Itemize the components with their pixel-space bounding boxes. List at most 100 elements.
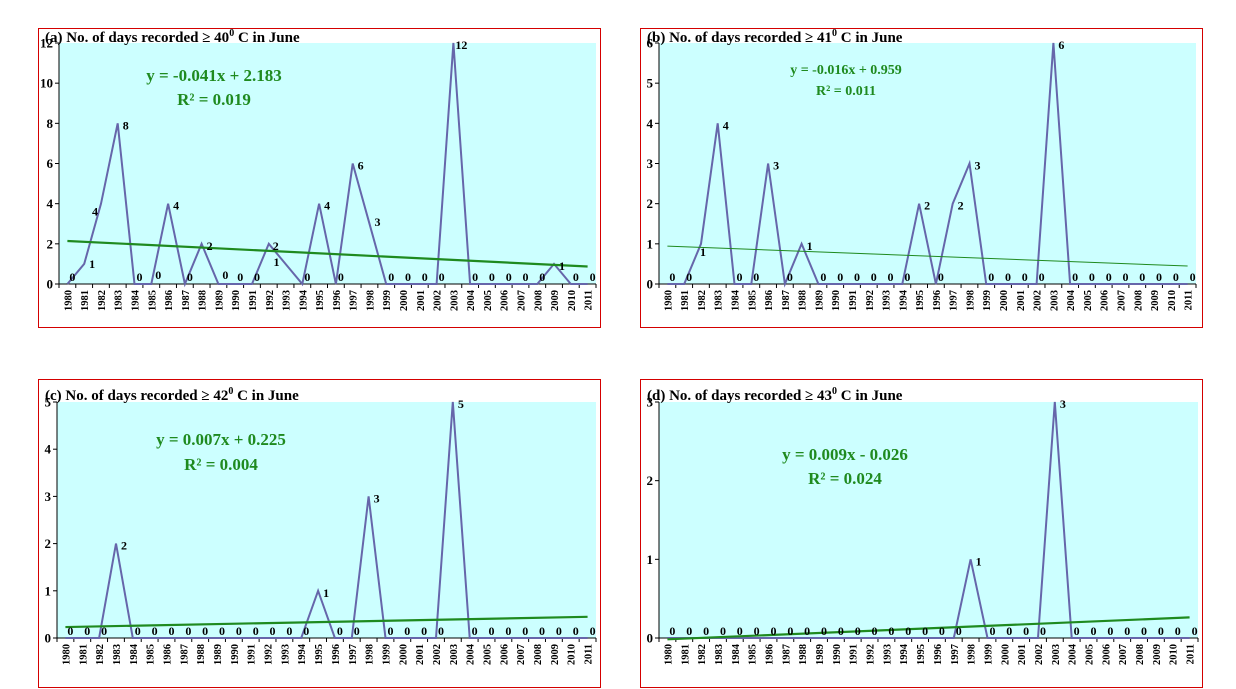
data-label: 0 — [939, 624, 945, 638]
y-tick-label: 4 — [647, 116, 654, 131]
chart-title-sup: 0 — [228, 386, 233, 397]
data-label: 0 — [506, 270, 512, 284]
data-label: 3 — [1060, 397, 1066, 411]
x-tick-label: 1997 — [348, 644, 359, 665]
x-tick-label: 1995 — [915, 290, 926, 311]
data-label: 0 — [838, 624, 844, 638]
trend-line — [65, 615, 588, 629]
y-tick-label: 1 — [45, 583, 52, 598]
x-tick-label: 2005 — [1085, 644, 1096, 665]
x-tick-label: 1996 — [331, 644, 342, 665]
data-label: 0 — [337, 624, 343, 638]
x-tick-label: 1988 — [798, 290, 809, 311]
x-tick-label: 1981 — [78, 644, 89, 665]
data-label: 0 — [905, 624, 911, 638]
trend-equation: y = 0.009x - 0.026 — [782, 445, 908, 464]
x-tick-label: 1982 — [97, 290, 108, 311]
data-label: 0 — [270, 624, 276, 638]
x-tick-label: 1989 — [213, 644, 224, 665]
data-label: 0 — [590, 270, 596, 284]
data-label: 1 — [89, 257, 95, 271]
y-tick-label: 3 — [45, 489, 52, 504]
data-label: 0 — [505, 624, 511, 638]
y-tick-label: 4 — [47, 196, 54, 211]
y-tick-label: 0 — [47, 277, 54, 292]
data-label: 0 — [669, 624, 675, 638]
data-label: 0 — [1158, 624, 1164, 638]
x-tick-label: 1995 — [916, 644, 927, 665]
data-label: 0 — [185, 624, 191, 638]
x-tick-label: 1993 — [280, 644, 291, 665]
data-label: 0 — [84, 624, 90, 638]
y-tick-label: 10 — [40, 76, 53, 91]
x-tick-label: 1999 — [983, 644, 994, 665]
x-tick-label: 1984 — [131, 289, 142, 311]
data-label: 0 — [152, 624, 158, 638]
data-label: 0 — [304, 270, 310, 284]
chart-title-end: C in June — [234, 30, 300, 46]
data-label: 0 — [69, 270, 75, 284]
x-tick-label: 1992 — [866, 644, 877, 665]
data-label: 1 — [976, 554, 982, 568]
data-label: 0 — [421, 624, 427, 638]
x-tick-label: 1987 — [781, 290, 792, 311]
x-tick-label: 1997 — [950, 644, 961, 665]
x-tick-label: 2007 — [516, 290, 527, 311]
data-label: 1 — [807, 239, 813, 253]
series-line — [667, 401, 1190, 639]
data-label: 0 — [1022, 270, 1028, 284]
x-tick-label: 1994 — [899, 643, 910, 665]
data-label: 0 — [669, 270, 675, 284]
data-label: 0 — [135, 624, 141, 638]
x-tick-label: 1985 — [146, 644, 157, 665]
plot-area — [659, 402, 1198, 638]
data-label: 0 — [236, 624, 242, 638]
x-tick-label: 1993 — [882, 644, 893, 665]
x-tick-label: 1988 — [198, 290, 209, 311]
chart-title: (c) No. of days recorded ≥ 420 C in June — [45, 386, 299, 404]
data-label: 1 — [559, 259, 565, 273]
x-tick-label: 1991 — [247, 644, 258, 665]
y-tick-label: 0 — [45, 631, 52, 646]
x-tick-label: 2002 — [1034, 644, 1045, 665]
y-tick-label: 0 — [647, 631, 654, 646]
data-label: 0 — [837, 270, 843, 284]
data-label: 0 — [904, 270, 910, 284]
data-label: 0 — [1141, 624, 1147, 638]
x-tick-label: 1993 — [882, 290, 893, 311]
x-tick-label: 1988 — [196, 644, 207, 665]
x-tick-label: 1992 — [265, 290, 276, 311]
data-label: 3 — [974, 159, 980, 173]
x-tick-label: 2011 — [1186, 644, 1197, 664]
x-tick-label: 2007 — [1118, 644, 1129, 665]
x-tick-label: 1983 — [714, 290, 725, 311]
data-label: 5 — [458, 397, 464, 411]
x-tick-label: 1995 — [315, 290, 326, 311]
y-tick-label: 1 — [647, 552, 654, 567]
x-tick-label: 1980 — [63, 290, 74, 311]
x-tick-label: 1981 — [680, 290, 691, 311]
x-tick-label: 2010 — [1169, 644, 1180, 665]
data-label: 0 — [522, 624, 528, 638]
x-tick-label: 1990 — [831, 290, 842, 311]
data-label: 0 — [202, 624, 208, 638]
x-tick-label: 1994 — [298, 289, 309, 311]
x-tick-label: 2006 — [1101, 644, 1112, 665]
data-label: 0 — [1072, 270, 1078, 284]
data-label: 0 — [1173, 270, 1179, 284]
data-label: 0 — [137, 270, 143, 284]
x-tick-label: 1985 — [147, 290, 158, 311]
x-tick-label: 1999 — [982, 290, 993, 311]
chart-title-main: (b) No. of days recorded ≥ 41 — [647, 30, 832, 46]
x-tick-label: 1999 — [381, 644, 392, 665]
data-label: 0 — [804, 624, 810, 638]
chart-title-main: (d) No. of days recorded ≥ 43 — [647, 388, 832, 404]
trend-r2: R² = 0.011 — [816, 84, 876, 99]
chart-d-svg: 0 1 2 3 1980 1981 1982 1983 1984 1985 1986 1987 1988… — [647, 386, 1199, 665]
x-tick-label: 1990 — [832, 644, 843, 665]
data-label: 0 — [539, 624, 545, 638]
x-tick-label: 1992 — [865, 290, 876, 311]
y-tick-label: 6 — [47, 156, 54, 171]
data-label: 0 — [855, 624, 861, 638]
data-label: 0 — [338, 270, 344, 284]
